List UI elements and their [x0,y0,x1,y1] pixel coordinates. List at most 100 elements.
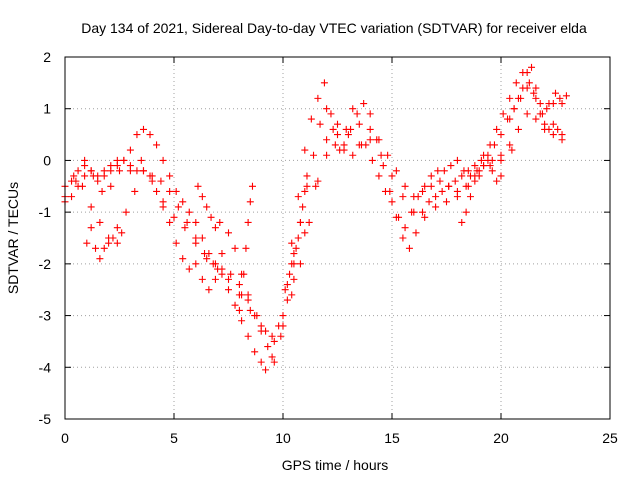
data-point [425,198,433,206]
data-point [419,187,427,195]
data-point [453,156,461,164]
data-point [549,131,557,139]
data-point [231,244,239,252]
data-point [288,291,296,299]
data-point [506,115,514,123]
data-point [388,172,396,180]
data-point [238,317,246,325]
data-point [288,260,296,268]
data-point [240,270,248,278]
data-point [323,105,331,113]
data-point [401,224,409,232]
data-point [281,286,289,294]
data-point [146,131,154,139]
data-point [466,172,474,180]
data-point [137,156,145,164]
data-point [296,260,304,268]
data-point [146,172,154,180]
data-point [159,156,167,164]
data-point [118,229,126,237]
data-point [506,94,514,102]
data-point [499,110,507,118]
data-point [192,239,200,247]
data-point [331,141,339,149]
data-point [290,250,298,258]
data-point [353,110,361,118]
data-point [399,193,407,201]
data-point [201,250,209,258]
data-point [384,151,392,159]
data-point [427,182,435,190]
data-point [303,182,311,190]
data-point [268,332,276,340]
data-point [395,213,403,221]
data-point [541,120,549,128]
data-point [475,167,483,175]
data-point [349,105,357,113]
data-point [558,100,566,108]
data-point [198,275,206,283]
data-point [447,162,455,170]
data-point [225,229,232,237]
data-point [113,224,121,232]
data-point [506,141,514,149]
data-point [432,193,440,201]
data-point [305,218,313,226]
data-point [87,224,95,232]
data-point [181,224,189,232]
data-point [126,146,134,154]
data-point [107,182,115,190]
data-point [480,162,488,170]
chart-title: Day 134 of 2021, Sidereal Day-to-day VTE… [81,20,587,36]
data-point [203,255,211,263]
data-point [508,146,516,154]
data-point [286,270,294,278]
data-point [251,312,259,320]
data-point [166,218,174,226]
data-point [519,84,527,92]
data-point [218,250,226,258]
data-point [301,187,309,195]
data-point [558,131,566,139]
data-point [172,239,180,247]
y-tick-label: -4 [39,359,52,375]
data-point [264,343,272,351]
data-point [528,63,536,71]
data-point [78,182,86,190]
data-point [554,125,562,133]
data-point [388,198,396,206]
data-point [288,239,296,247]
data-point [68,193,76,201]
y-tick-label: -1 [39,204,52,220]
data-point [126,167,134,175]
data-point [432,203,440,211]
data-point [421,182,429,190]
data-point [440,167,448,175]
data-point [113,156,121,164]
data-point [205,286,213,294]
data-point [530,89,538,97]
data-point [96,255,104,263]
data-point [497,172,505,180]
data-point [159,203,167,211]
data-point [100,167,108,175]
data-point [301,229,309,237]
data-point [466,193,474,201]
data-point [344,131,352,139]
data-point [556,94,564,102]
x-tick-label: 15 [384,430,400,446]
data-point [303,172,311,180]
data-point [185,208,193,216]
data-point [139,125,147,133]
data-point [70,172,78,180]
data-point [246,198,254,206]
data-point [543,105,551,113]
data-point [493,177,501,185]
data-point [194,182,202,190]
data-point [214,265,222,273]
data-point [510,105,518,113]
data-point [242,244,250,252]
data-point [244,332,252,340]
data-point [294,193,302,201]
